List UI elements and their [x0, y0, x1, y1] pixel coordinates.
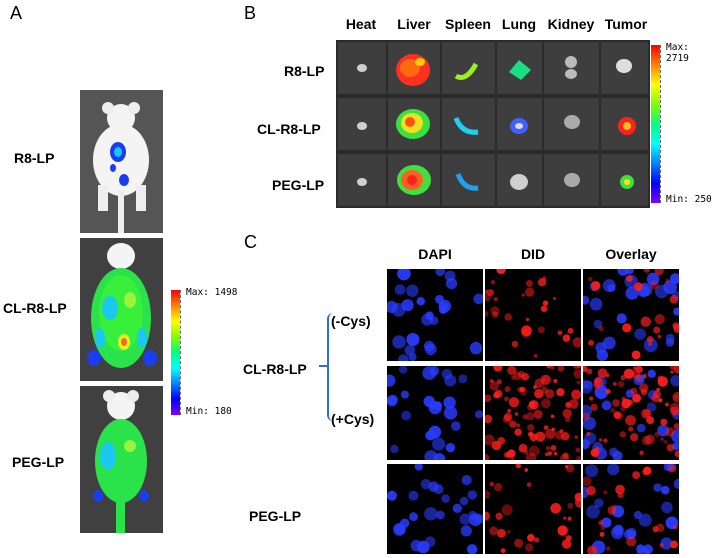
colorbar-a-max-label: Max: 1498: [186, 287, 238, 298]
colorbar-b-max-label: Max: 2719: [666, 42, 689, 64]
panel-a-letter: A: [10, 3, 23, 23]
mouse-image-cl-r8-lp: [80, 238, 163, 381]
row-label-peg-lp-a: PEG-LP: [12, 454, 65, 470]
col-head-spleen: Spleen: [445, 16, 491, 32]
row-label-r8-lp-b: R8-LP: [284, 63, 325, 79]
colorbar-b-min-label: Min: 250: [666, 194, 712, 205]
bracket-stem: [319, 365, 328, 367]
col-head-heat: Heat: [345, 16, 377, 32]
colorbar-b-ticks: [660, 45, 665, 203]
col-head-dapi: DAPI: [418, 246, 452, 262]
micro-overlay-minus: [583, 269, 679, 361]
micro-dapi-plus: [387, 366, 483, 460]
organ-tumor-cl: [601, 98, 648, 150]
micro-dapi-peg: [387, 464, 483, 554]
row-label-r8-lp-a: R8-LP: [14, 150, 55, 166]
micro-overlay-plus: [583, 366, 679, 460]
organ-lung-cl: [497, 98, 542, 150]
organ-liver-peg: [388, 154, 440, 206]
col-head-overlay: Overlay: [605, 246, 657, 262]
organ-spleen-peg: [442, 154, 495, 206]
micro-did-plus: [485, 366, 581, 460]
mouse-image-r8-lp: [80, 90, 163, 233]
colorbar-b: [651, 45, 660, 203]
organ-heat-cl: [338, 98, 386, 150]
row-label-peg-lp-b: PEG-LP: [272, 177, 325, 193]
micro-did-minus: [485, 269, 581, 361]
organ-kidney-cl: [544, 98, 599, 150]
organ-tumor-r8: [601, 42, 648, 94]
col-head-lung: Lung: [501, 16, 537, 32]
organ-lung-peg: [497, 154, 542, 206]
organ-spleen-r8: [442, 42, 495, 94]
colorbar-a: [171, 290, 180, 415]
row-label-cl-r8-lp-a: CL-R8-LP: [3, 300, 67, 316]
mouse-image-peg-lp: [80, 386, 163, 533]
condition-minus-cys: (-Cys): [331, 313, 371, 329]
group-label-cl-r8-lp: CL-R8-LP: [243, 361, 307, 377]
organ-tumor-peg: [601, 154, 648, 206]
panel-c-letter: C: [244, 232, 257, 252]
col-head-liver: Liver: [397, 16, 431, 32]
col-head-tumor: Tumor: [604, 16, 648, 32]
micro-overlay-peg: [583, 464, 679, 554]
organ-heat-peg: [338, 154, 386, 206]
organ-liver-r8: [388, 42, 440, 94]
organ-kidney-r8: [544, 42, 599, 94]
organ-heat-r8: [338, 42, 386, 94]
colorbar-a-min-label: Min: 180: [186, 406, 232, 417]
row-label-cl-r8-lp-b: CL-R8-LP: [257, 121, 321, 137]
condition-bracket: [327, 313, 341, 421]
micro-dapi-minus: [387, 269, 483, 361]
organ-spleen-cl: [442, 98, 495, 150]
micro-did-peg: [485, 464, 581, 554]
col-head-kidney: Kidney: [547, 16, 595, 32]
panel-b-letter: B: [244, 3, 257, 23]
row-label-peg-lp-c: PEG-LP: [249, 508, 302, 524]
organ-kidney-peg: [544, 154, 599, 206]
condition-plus-cys: (+Cys): [331, 411, 375, 427]
colorbar-a-ticks: [180, 290, 185, 415]
col-head-did: DID: [520, 246, 546, 262]
organ-liver-cl: [388, 98, 440, 150]
organ-lung-r8: [497, 42, 542, 94]
